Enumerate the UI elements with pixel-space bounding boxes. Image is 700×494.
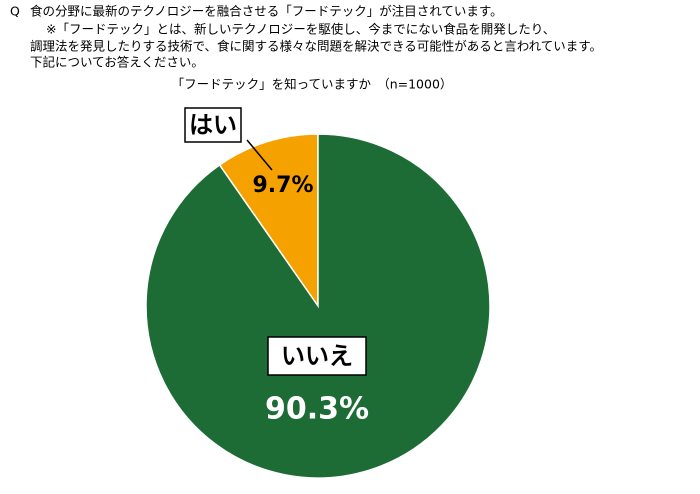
label-box: [184, 107, 242, 143]
value-label: 9.7%: [252, 173, 313, 198]
question-line: 食の分野に最新のテクノロジーを融合させる「フードテック」が注目されています。: [30, 4, 503, 19]
pie-slice: [218, 133, 319, 309]
labels: はい 9.7% いいえ 90.3%: [184, 107, 369, 427]
question-label: Q: [10, 4, 20, 19]
category-label: はい: [189, 111, 237, 139]
question-line: 調理法を発見したりする技術で、食に関する様々な問題を解決できる可能性があると言わ…: [30, 39, 602, 54]
label-box: [267, 336, 367, 376]
category-label: いいえ: [281, 342, 353, 370]
pie-slice: [145, 133, 491, 479]
question-line: ※「フードテック」とは、新しいテクノロジーを駆使し、今までにない食品を開発したり…: [46, 22, 555, 37]
value-label: 90.3%: [265, 392, 369, 427]
question-line: 下記についてお答えください。: [30, 55, 204, 70]
leader-line: [246, 139, 273, 171]
chart-title: 「フードテック」を知っていますか （n=1000）: [172, 77, 453, 92]
pie: [145, 133, 491, 479]
